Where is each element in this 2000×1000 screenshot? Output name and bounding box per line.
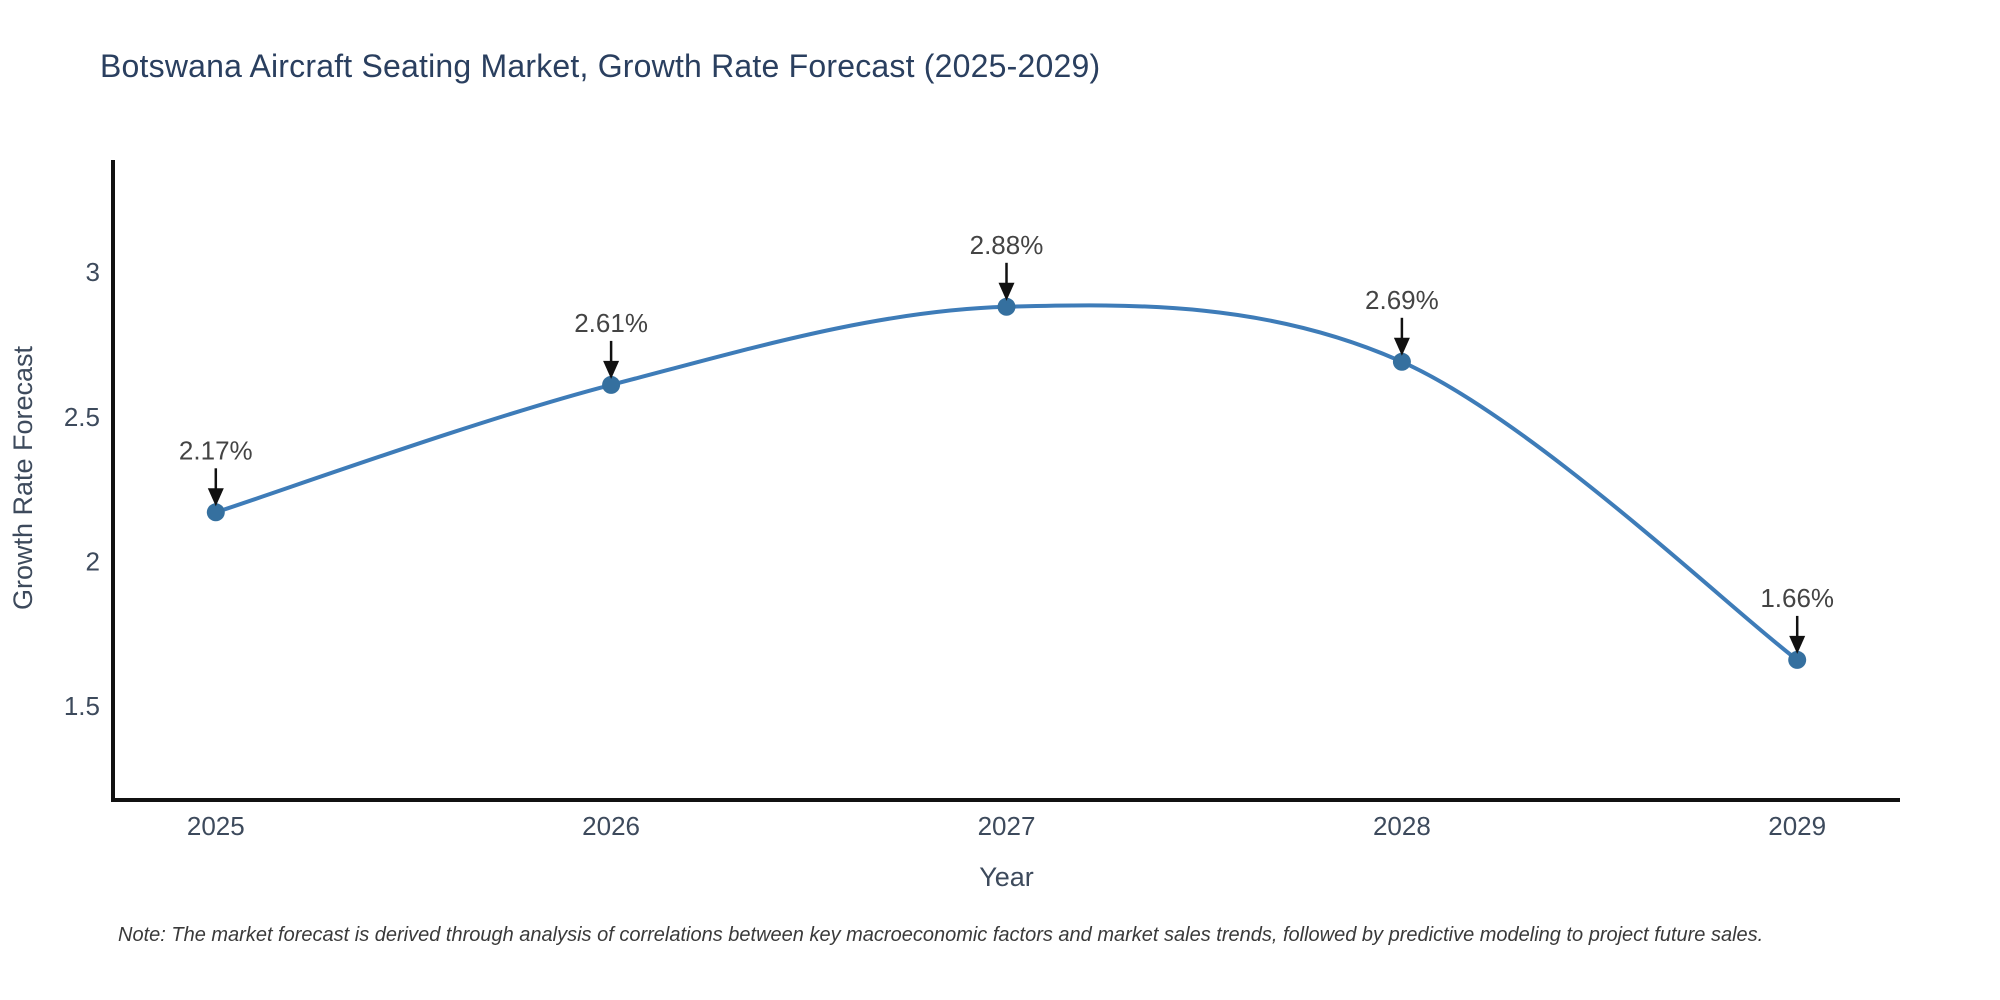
x-tick-label: 2027: [978, 811, 1036, 841]
y-tick-label: 3: [86, 257, 100, 287]
point-annotation-label: 2.17%: [179, 435, 253, 465]
annotation-arrowhead: [207, 488, 224, 507]
chart-title: Botswana Aircraft Seating Market, Growth…: [100, 48, 1101, 84]
data-point-marker: [206, 503, 225, 522]
data-point-marker: [1392, 352, 1411, 371]
annotation-arrowhead: [1789, 635, 1806, 654]
point-annotation-label: 1.66%: [1760, 583, 1834, 613]
data-point-marker: [997, 297, 1016, 316]
x-tick-label: 2025: [187, 811, 245, 841]
x-tick-label: 2026: [582, 811, 640, 841]
y-tick-label: 2: [86, 547, 100, 577]
point-annotation-label: 2.69%: [1365, 285, 1439, 315]
annotation-arrowhead: [998, 282, 1015, 301]
x-tick-label: 2028: [1373, 811, 1431, 841]
annotation-arrowhead: [603, 360, 620, 379]
y-tick-label: 1.5: [64, 691, 100, 721]
point-annotation-label: 2.88%: [970, 230, 1044, 260]
x-axis-title: Year: [979, 862, 1034, 892]
point-annotation-label: 2.61%: [574, 308, 648, 338]
y-tick-label: 2.5: [64, 402, 100, 432]
axes-lines: [111, 160, 1900, 802]
x-tick-label: 2029: [1768, 811, 1826, 841]
annotation-arrowhead: [1393, 337, 1410, 356]
footnote: Note: The market forecast is derived thr…: [118, 924, 1764, 946]
data-point-marker: [602, 375, 621, 394]
data-point-marker: [1788, 650, 1807, 669]
y-axis-title: Growth Rate Forecast: [8, 345, 38, 610]
series-line: [213, 303, 1800, 662]
